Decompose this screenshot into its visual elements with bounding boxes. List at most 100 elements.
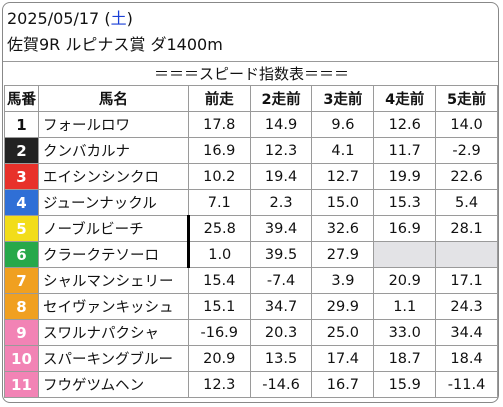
speed-index-value: 3.9	[311, 267, 375, 294]
horse-number: 6	[4, 241, 39, 268]
speed-index-value: -16.9	[187, 319, 251, 346]
speed-index-value: 12.3	[187, 371, 251, 398]
header-horse-number: 馬番	[4, 85, 39, 112]
speed-index-value: 17.8	[187, 111, 251, 138]
header-horse-name: 馬名	[37, 85, 189, 112]
speed-index-value: 18.7	[373, 345, 437, 372]
horse-number: 3	[4, 163, 39, 190]
speed-index-value: 16.9	[373, 215, 437, 242]
speed-index-value: 19.9	[373, 163, 437, 190]
horse-number: 9	[4, 319, 39, 346]
speed-index-value: 1.1	[373, 293, 437, 320]
speed-index-value	[373, 241, 437, 268]
speed-index-value: -14.6	[249, 371, 313, 398]
speed-index-value: -11.4	[435, 371, 498, 398]
speed-index-value: 39.4	[249, 215, 313, 242]
horse-number: 8	[4, 293, 39, 320]
race-date-line: 2025/05/17 (土)	[7, 9, 133, 29]
header-2-races-ago: 2走前	[249, 85, 313, 112]
table-row: 5 ノーブルビーチ 25.8 39.4 32.6 16.9 28.1	[4, 215, 498, 242]
day-of-week: 土	[110, 9, 127, 28]
table-row: 1 フォールロワ 17.8 14.9 9.6 12.6 14.0	[4, 111, 498, 138]
header-5-races-ago: 5走前	[435, 85, 498, 112]
table-row: 10 スパーキングブルー 20.9 13.5 17.4 18.7 18.4	[4, 345, 498, 372]
speed-index-value: 12.7	[311, 163, 375, 190]
speed-index-value: 15.3	[373, 189, 437, 216]
horse-name: フォールロワ	[37, 111, 189, 138]
speed-index-value: 1.0	[187, 241, 251, 268]
table-row: 8 セイヴァンキッシュ 15.1 34.7 29.9 1.1 24.3	[4, 293, 498, 320]
horse-number: 5	[4, 215, 39, 242]
speed-index-value: 33.0	[373, 319, 437, 346]
horse-name: シャルマンシェリー	[37, 267, 189, 294]
speed-index-value: 34.4	[435, 319, 498, 346]
table-row: 11 フウゲツムヘン 12.3 -14.6 16.7 15.9 -11.4	[4, 371, 498, 398]
table-row: 6 クラークテソーロ 1.0 39.5 27.9	[4, 241, 498, 268]
speed-index-value: 20.3	[249, 319, 313, 346]
speed-index-value: 10.2	[187, 163, 251, 190]
speed-index-value: 34.7	[249, 293, 313, 320]
horse-number: 2	[4, 137, 39, 164]
speed-index-value: 16.7	[311, 371, 375, 398]
speed-index-value: -2.9	[435, 137, 498, 164]
speed-index-value: 20.9	[187, 345, 251, 372]
speed-index-value: 22.6	[435, 163, 498, 190]
speed-index-value	[435, 241, 498, 268]
speed-index-value: 15.9	[373, 371, 437, 398]
speed-index-value: 14.9	[249, 111, 313, 138]
dow-open: (	[104, 9, 111, 28]
horse-name: セイヴァンキッシュ	[37, 293, 189, 320]
race-date: 2025/05/17	[7, 9, 100, 28]
speed-index-value: 39.5	[249, 241, 313, 268]
horse-number: 1	[4, 111, 39, 138]
horse-name: ジューンナックル	[37, 189, 189, 216]
speed-index-value: 11.7	[373, 137, 437, 164]
speed-index-value: 4.1	[311, 137, 375, 164]
horse-name: ノーブルビーチ	[37, 215, 190, 242]
speed-index-value: 25.0	[311, 319, 375, 346]
speed-index-value: 20.9	[373, 267, 437, 294]
dow-close: )	[126, 9, 133, 28]
horse-number: 4	[4, 189, 39, 216]
horse-name: エイシンシンクロ	[37, 163, 189, 190]
header-last-race: 前走	[187, 85, 251, 112]
table-row: 3 エイシンシンクロ 10.2 19.4 12.7 19.9 22.6	[4, 163, 498, 190]
speed-index-value: 13.5	[249, 345, 313, 372]
horse-name: スワルナパクシャ	[37, 319, 189, 346]
speed-index-value: 12.3	[249, 137, 313, 164]
speed-index-value: 25.8	[187, 215, 251, 242]
speed-index-value: 29.9	[311, 293, 375, 320]
speed-index-value: -7.4	[249, 267, 313, 294]
speed-index-value: 15.0	[311, 189, 375, 216]
speed-index-value: 9.6	[311, 111, 375, 138]
horse-name: クラークテソーロ	[37, 241, 190, 268]
horse-name: クンバカルナ	[37, 137, 189, 164]
speed-index-value: 24.3	[435, 293, 498, 320]
speed-index-value: 14.0	[435, 111, 498, 138]
speed-index-value: 28.1	[435, 215, 498, 242]
horse-name: スパーキングブルー	[37, 345, 189, 372]
speed-index-value: 27.9	[311, 241, 375, 268]
speed-index-value: 18.4	[435, 345, 498, 372]
horse-number: 7	[4, 267, 39, 294]
horse-number: 10	[4, 345, 39, 372]
horse-number: 11	[4, 371, 39, 398]
speed-index-value: 7.1	[187, 189, 251, 216]
speed-index-value: 32.6	[311, 215, 375, 242]
header-4-races-ago: 4走前	[373, 85, 437, 112]
table-subtitle: ＝＝＝スピード指数表＝＝＝	[3, 61, 498, 86]
table-row: 9 スワルナパクシャ -16.9 20.3 25.0 33.0 34.4	[4, 319, 498, 346]
speed-index-value: 19.4	[249, 163, 313, 190]
speed-index-value: 17.1	[435, 267, 498, 294]
speed-index-value: 5.4	[435, 189, 498, 216]
horse-name: フウゲツムヘン	[37, 371, 189, 398]
speed-index-value: 12.6	[373, 111, 437, 138]
speed-index-value: 17.4	[311, 345, 375, 372]
race-title: 佐賀9R ルピナス賞 ダ1400m	[7, 35, 223, 54]
table-row: 7 シャルマンシェリー 15.4 -7.4 3.9 20.9 17.1	[4, 267, 498, 294]
speed-index-value: 2.3	[249, 189, 313, 216]
table-row: 4 ジューンナックル 7.1 2.3 15.0 15.3 5.4	[4, 189, 498, 216]
table-row: 2 クンバカルナ 16.9 12.3 4.1 11.7 -2.9	[4, 137, 498, 164]
header-3-races-ago: 3走前	[311, 85, 375, 112]
speed-index-panel: 2025/05/17 (土) 佐賀9R ルピナス賞 ダ1400m ＝＝＝スピード…	[2, 2, 499, 403]
